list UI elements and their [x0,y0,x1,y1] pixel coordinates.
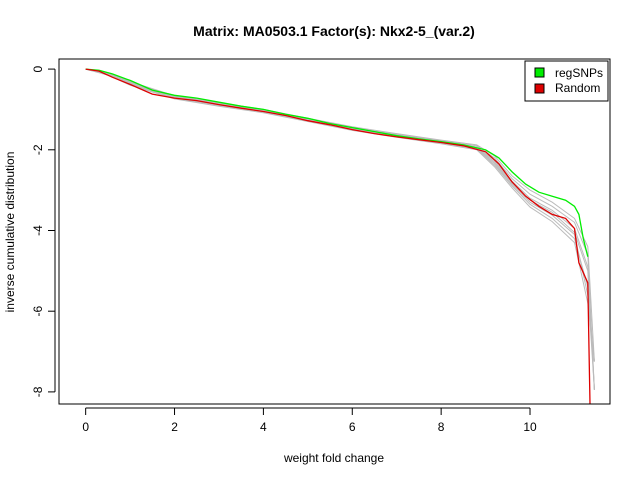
x-tick-label: 4 [260,420,267,434]
legend-label-random: Random [555,81,600,95]
legend-swatch-regsnps [534,67,545,78]
plot-frame [58,58,611,405]
y-tick-label: -2 [31,144,45,155]
x-tick-label: 2 [171,420,178,434]
series-line-regsnps [85,68,589,257]
background-curve-4 [85,68,595,362]
background-curve-1 [85,68,595,390]
y-axis: 0 -2 -4 -6 -8 [31,65,56,397]
y-tick-label: -6 [31,306,45,317]
x-axis-label: weight fold change [283,451,384,465]
y-tick-label: -8 [31,386,45,397]
x-tick-label: 8 [438,420,445,434]
x-tick-label: 10 [523,420,537,434]
y-tick-label: -4 [31,225,45,236]
background-curve-0 [85,68,595,390]
background-curve-2 [85,68,595,390]
y-axis-label: inverse cumulative distribution [3,152,17,313]
chart-title: Matrix: MA0503.1 Factor(s): Nkx2-5_(var.… [193,23,475,39]
series-line-random [85,68,591,405]
legend: regSNPs Random [524,60,609,102]
legend-label-regsnps: regSNPs [555,66,603,80]
background-curve-6 [85,68,595,362]
background-curve-3 [85,68,595,362]
y-tick-label: 0 [31,65,45,72]
x-tick-label: 6 [349,420,356,434]
plot-area [85,68,595,405]
x-tick-label: 0 [82,420,89,434]
legend-swatch-random [534,83,545,94]
background-curve-5 [85,68,595,390]
x-axis: 0 2 4 6 8 10 [82,407,537,434]
